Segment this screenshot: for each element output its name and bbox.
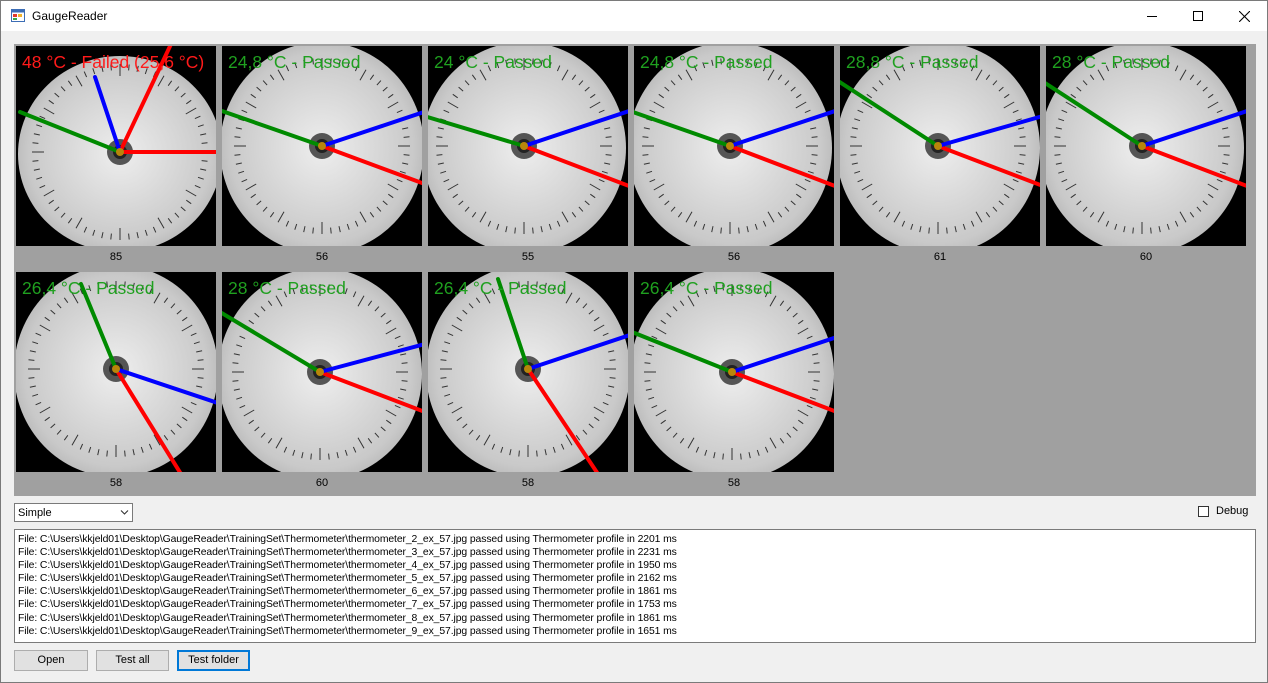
gauge-tile: 48 °C - Failed (25,6 °C) — [16, 46, 216, 246]
gauge-image — [18, 46, 216, 246]
gauge-image — [634, 46, 834, 246]
test-all-button[interactable]: Test all — [96, 650, 169, 671]
gauge-image — [1046, 46, 1246, 246]
gauge-reading-label: 28 °C - Passed — [228, 278, 346, 298]
gauge-reading-label: 24,8 °C - Passed — [640, 52, 773, 72]
log-line: File: C:\Users\kkjeld01\Desktop\GaugeRea… — [18, 560, 677, 572]
gauge-reading-label: 26,4 °C - Passed — [640, 278, 773, 298]
mode-select[interactable]: Simple — [14, 503, 133, 522]
close-icon — [1238, 10, 1250, 22]
mode-select-value: Simple — [18, 507, 52, 519]
gauge-caption: 61 — [933, 251, 947, 263]
gauge-caption: 60 — [1139, 251, 1153, 263]
maximize-button[interactable] — [1175, 1, 1221, 31]
title-bar[interactable]: GaugeReader — [1, 1, 1267, 31]
minimize-button[interactable] — [1129, 1, 1175, 31]
gauge-tile: 26,4 °C - Passed — [634, 272, 834, 472]
app-window-icon — [11, 9, 25, 22]
gauge-tile: 24,8 °C - Passed — [222, 46, 422, 246]
debug-checkbox[interactable] — [1198, 505, 1209, 517]
gauge-caption: 55 — [521, 251, 535, 263]
log-line: File: C:\Users\kkjeld01\Desktop\GaugeRea… — [18, 625, 677, 637]
minimize-icon — [1147, 16, 1157, 17]
gauge-image — [428, 272, 628, 472]
gauge-reading-label: 26,4 °C - Passed — [434, 278, 567, 298]
gauge-image — [16, 272, 216, 472]
debug-label: Debug — [1216, 505, 1249, 517]
gauge-image — [634, 272, 834, 472]
gauge-caption: 58 — [727, 477, 741, 489]
log-line: File: C:\Users\kkjeld01\Desktop\GaugeRea… — [18, 534, 677, 545]
close-button[interactable] — [1221, 1, 1267, 31]
gauge-image — [222, 46, 422, 246]
test-folder-button[interactable]: Test folder — [177, 650, 250, 671]
gauge-caption: 58 — [521, 477, 535, 489]
gauge-tile: 24 °C - Passed — [428, 46, 628, 246]
gauge-reading-label: 26,4 °C - Passed — [22, 278, 155, 298]
gauge-reading-label: 24 °C - Passed — [434, 52, 552, 72]
gauge-tile: 24,8 °C - Passed — [634, 46, 834, 246]
gauge-caption: 56 — [727, 251, 741, 263]
gauge-caption: 56 — [315, 251, 329, 263]
gauge-reading-label: 28,8 °C - Passed — [846, 52, 979, 72]
gauge-caption: 58 — [109, 477, 123, 489]
log-line: File: C:\Users\kkjeld01\Desktop\GaugeRea… — [18, 573, 677, 585]
gauge-tile: 28,8 °C - Passed — [840, 46, 1040, 246]
log-line: File: C:\Users\kkjeld01\Desktop\GaugeRea… — [18, 547, 677, 559]
gauge-reading-label: 48 °C - Failed (25,6 °C) — [22, 52, 205, 72]
result-log[interactable]: File: C:\Users\kkjeld01\Desktop\GaugeRea… — [14, 529, 1256, 643]
gauge-tile: 26,4 °C - Passed — [16, 272, 216, 472]
gauge-tile: 26,4 °C - Passed — [428, 272, 628, 472]
gauge-image — [222, 272, 422, 472]
gauge-caption: 85 — [109, 251, 123, 263]
gauge-caption: 60 — [315, 477, 329, 489]
debug-toggle[interactable]: Debug — [1198, 505, 1248, 517]
gauge-image — [428, 46, 628, 246]
gauge-tile: 28 °C - Passed — [1046, 46, 1246, 246]
log-line: File: C:\Users\kkjeld01\Desktop\GaugeRea… — [18, 586, 677, 598]
gauge-reading-label: 28 °C - Passed — [1052, 52, 1170, 72]
log-line: File: C:\Users\kkjeld01\Desktop\GaugeRea… — [18, 599, 677, 611]
maximize-icon — [1193, 11, 1203, 21]
log-line: File: C:\Users\kkjeld01\Desktop\GaugeRea… — [18, 612, 677, 624]
gauge-image — [840, 46, 1040, 246]
window-title: GaugeReader — [32, 9, 108, 23]
open-button[interactable]: Open — [14, 650, 88, 671]
gauge-reading-label: 24,8 °C - Passed — [228, 52, 361, 72]
chevron-down-icon — [120, 510, 129, 515]
gauge-tile: 28 °C - Passed — [222, 272, 422, 472]
